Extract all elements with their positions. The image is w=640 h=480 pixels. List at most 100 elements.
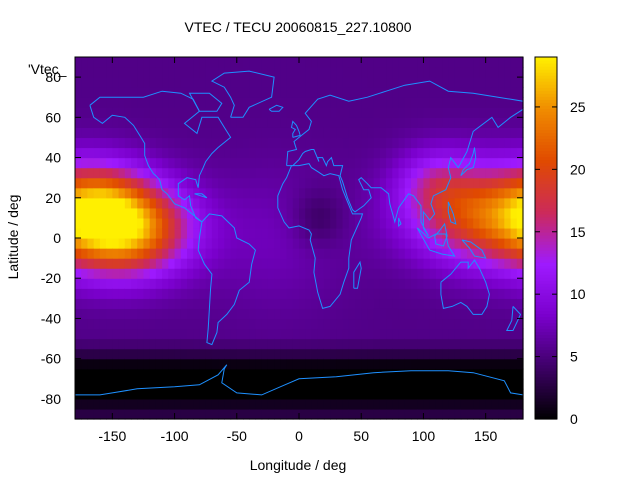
- heatmap-cell: [491, 318, 499, 330]
- heatmap-cell: [249, 97, 257, 108]
- heatmap-cell: [404, 207, 412, 219]
- heatmap-cell: [404, 137, 412, 149]
- heatmap-cell: [236, 97, 244, 108]
- heatmap-cell: [211, 177, 219, 189]
- heatmap-cell: [411, 288, 418, 299]
- heatmap-cell: [280, 308, 288, 320]
- heatmap-cell: [87, 238, 95, 249]
- heatmap-cell: [187, 408, 194, 420]
- heatmap-cell: [398, 338, 406, 350]
- heatmap-cell: [361, 167, 369, 179]
- heatmap-cell: [75, 77, 82, 88]
- heatmap-cell: [149, 227, 157, 239]
- heatmap-cell: [336, 358, 344, 370]
- heatmap-cell: [367, 97, 375, 108]
- heatmap-cell: [392, 197, 400, 209]
- heatmap-cell: [187, 378, 194, 390]
- heatmap-cell: [211, 408, 219, 420]
- heatmap-cell: [299, 408, 306, 420]
- heatmap-cell: [286, 248, 294, 259]
- heatmap-cell: [361, 77, 369, 88]
- heatmap-cell: [367, 137, 375, 149]
- colorbar-segment: [535, 349, 557, 354]
- heatmap-cell: [510, 87, 518, 98]
- heatmap-cell: [323, 248, 331, 259]
- heatmap-cell: [442, 288, 449, 299]
- heatmap-cell: [454, 408, 462, 420]
- heatmap-cell: [442, 87, 449, 98]
- heatmap-cell: [411, 187, 418, 199]
- heatmap-cell: [75, 187, 82, 199]
- heatmap-cell: [299, 217, 306, 229]
- heatmap-cell: [99, 57, 107, 68]
- heatmap-cell: [404, 117, 412, 128]
- heatmap-cell: [516, 238, 524, 249]
- heatmap-cell: [379, 298, 387, 309]
- heatmap-cell: [442, 368, 449, 380]
- heatmap-cell: [392, 378, 400, 390]
- heatmap-cell: [149, 197, 157, 209]
- heatmap-cell: [124, 298, 132, 309]
- heatmap-cell: [498, 408, 505, 420]
- heatmap-cell: [292, 248, 300, 259]
- heatmap-cell: [93, 288, 101, 299]
- heatmap-cell: [87, 117, 95, 128]
- heatmap-cell: [404, 328, 412, 340]
- heatmap-cell: [75, 107, 82, 118]
- heatmap-cell: [255, 137, 263, 149]
- coastline-caribbean: [194, 193, 208, 199]
- heatmap-cell: [224, 207, 232, 219]
- heatmap-cell: [361, 217, 369, 229]
- heatmap-cell: [379, 248, 387, 259]
- heatmap-cell: [112, 117, 120, 128]
- coastline-new-guinea: [461, 239, 487, 259]
- heatmap-cell: [211, 278, 219, 289]
- heatmap-cell: [292, 258, 300, 269]
- heatmap-cell: [404, 107, 412, 118]
- heatmap-cell: [386, 157, 393, 169]
- colorbar-segment: [535, 415, 557, 420]
- heatmap-cell: [361, 398, 369, 410]
- heatmap-cell: [299, 348, 306, 360]
- heatmap-cell: [491, 278, 499, 289]
- heatmap-cell: [149, 117, 157, 128]
- heatmap-cell: [87, 368, 95, 380]
- heatmap-cell: [286, 147, 294, 159]
- heatmap-cell: [137, 97, 145, 108]
- colorbar-segment: [535, 219, 557, 224]
- heatmap-cell: [99, 187, 107, 199]
- heatmap-cell: [361, 348, 369, 360]
- heatmap-cell: [180, 57, 188, 68]
- heatmap-cell: [491, 57, 499, 68]
- heatmap-cell: [131, 197, 138, 209]
- heatmap-cell: [361, 177, 369, 189]
- heatmap-cell: [118, 408, 126, 420]
- heatmap-cell: [81, 358, 89, 370]
- heatmap-cell: [249, 358, 257, 370]
- heatmap-cell: [336, 348, 344, 360]
- heatmap-cell: [435, 268, 443, 279]
- heatmap-cell: [193, 227, 201, 239]
- heatmap-cell: [286, 368, 294, 380]
- colorbar-segment: [535, 201, 557, 206]
- heatmap-cell: [174, 308, 182, 320]
- heatmap-cell: [411, 97, 418, 108]
- colorbar-segment: [535, 271, 557, 275]
- heatmap-cell: [404, 177, 412, 189]
- heatmap-cell: [75, 97, 82, 108]
- heatmap-cell: [411, 338, 418, 350]
- heatmap-cell: [106, 388, 113, 400]
- heatmap-cell: [199, 57, 207, 68]
- heatmap-cell: [211, 67, 219, 78]
- colorbar-segment: [535, 373, 557, 378]
- colorbar-segment: [535, 352, 557, 357]
- heatmap-cell: [454, 258, 462, 269]
- colorbar-segment: [535, 280, 557, 284]
- heatmap-cell: [124, 177, 132, 189]
- heatmap-cell: [460, 97, 468, 108]
- heatmap-cell: [323, 348, 331, 360]
- heatmap-cell: [112, 227, 120, 239]
- heatmap-cell: [180, 308, 188, 320]
- heatmap-cell: [510, 288, 518, 299]
- heatmap-cell: [460, 147, 468, 159]
